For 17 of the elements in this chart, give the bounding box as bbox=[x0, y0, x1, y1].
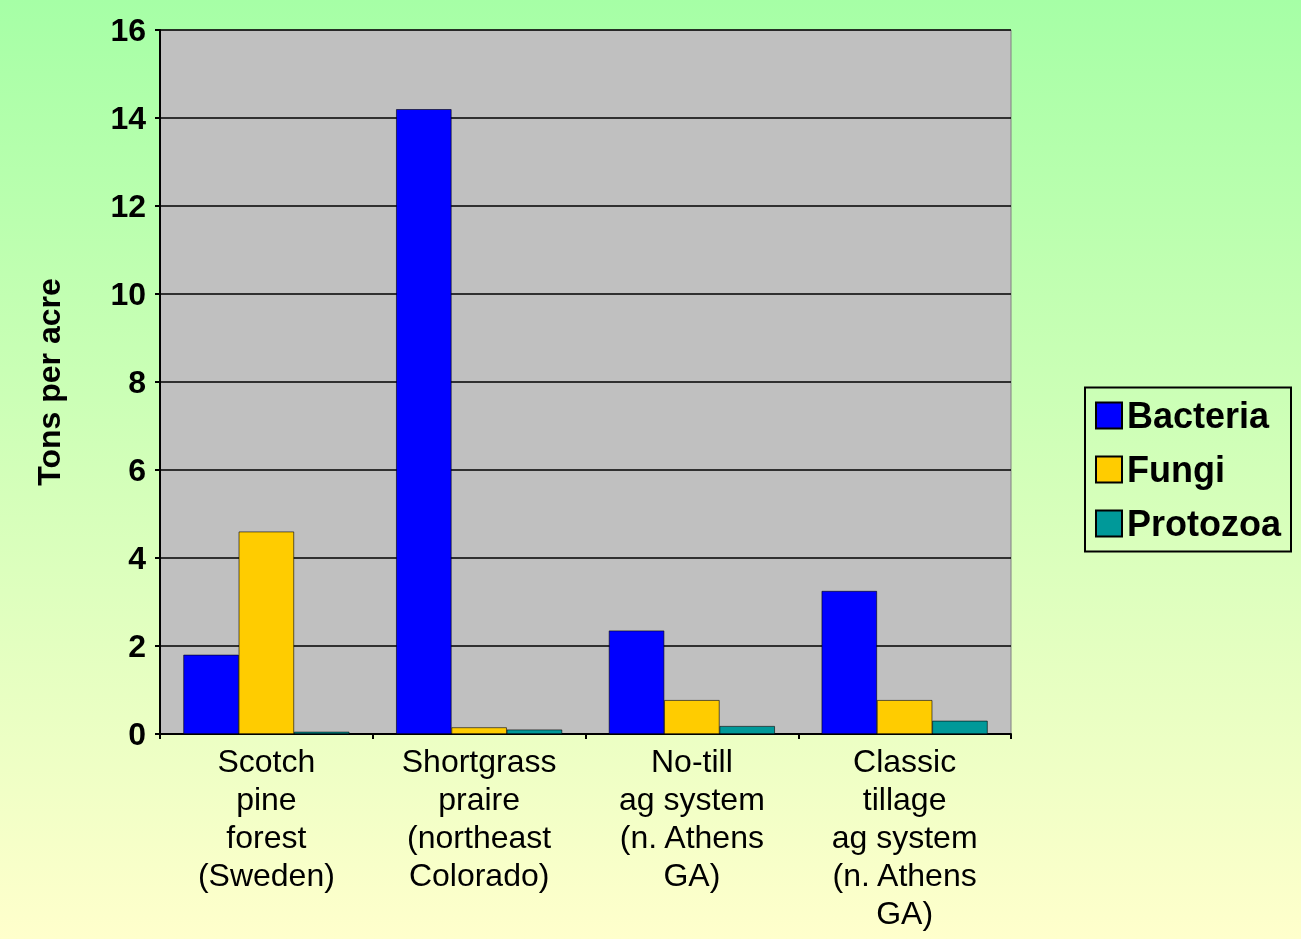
y-tick-label: 10 bbox=[110, 276, 146, 312]
x-tick-label: Shortgrass praire (northeast Colorado) bbox=[401, 743, 557, 893]
y-axis-title: Tons per acre bbox=[31, 278, 67, 486]
y-tick-label: 6 bbox=[128, 452, 146, 488]
legend-label: Bacteria bbox=[1127, 395, 1271, 436]
legend-label: Fungi bbox=[1127, 449, 1225, 490]
y-tick-label: 2 bbox=[128, 628, 146, 664]
y-tick-label: 14 bbox=[110, 100, 147, 136]
y-tick-label: 12 bbox=[110, 188, 146, 224]
y-tick-label: 4 bbox=[128, 540, 147, 576]
y-tick-label: 16 bbox=[110, 12, 146, 48]
x-tick-label: Scotch pine forest (Sweden) bbox=[197, 743, 335, 893]
x-tick-label: No-till ag system (n. Athens GA) bbox=[618, 743, 765, 893]
x-tick-label: Classic tillage ag system (n. Athens GA) bbox=[831, 743, 978, 931]
y-tick-label: 8 bbox=[128, 364, 146, 400]
y-tick-label: 0 bbox=[128, 716, 146, 752]
legend-label: Protozoa bbox=[1127, 503, 1282, 544]
